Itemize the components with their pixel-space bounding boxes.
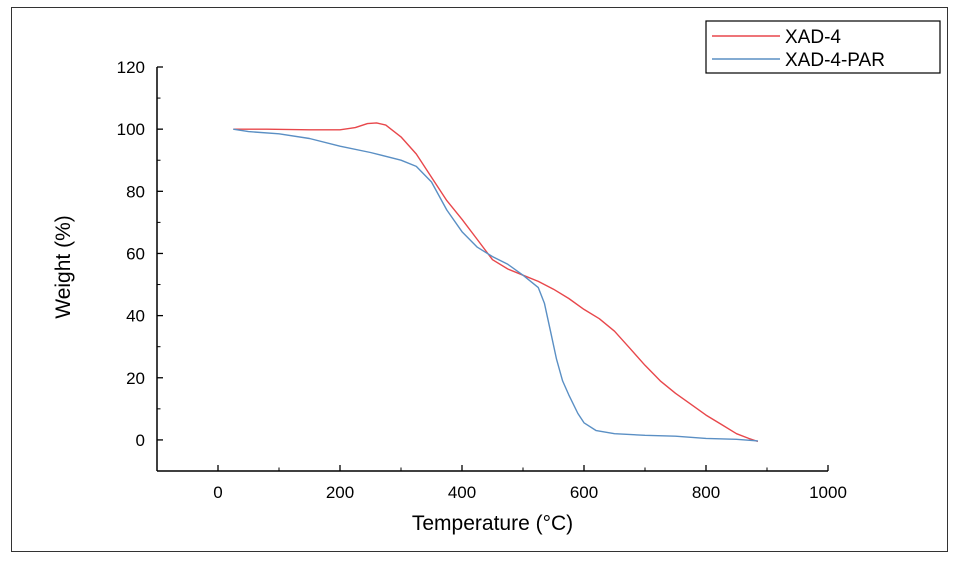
y-tick-label: 80 [126,182,145,201]
axes [156,67,828,472]
x-tick-label: 200 [326,483,354,502]
legend-box [705,20,941,74]
series-line-xad-4-par [233,128,758,442]
y-tick-label: 100 [117,120,145,139]
legend-label: XAD-4-PAR [785,50,885,71]
y-tick-label: 20 [126,369,145,388]
x-tick-label: 1000 [809,483,847,502]
x-tick-label: 800 [692,483,720,502]
legend-label: XAD-4 [785,27,841,48]
x-tick-label: 0 [213,483,222,502]
x-tick-label: 400 [448,483,476,502]
chart-frame [11,7,948,552]
series-line-xad-4 [233,122,759,443]
y-tick-label: 0 [136,431,145,450]
ticks: 0 20 40 60 80 100 120 0 200 400 600 800 1000 [117,58,847,502]
x-tick-label: 600 [570,483,598,502]
y-tick-label: 40 [126,307,145,326]
y-axis-title: Weight (%) [52,215,75,318]
y-tick-label: 120 [117,58,145,77]
y-tick-label: 60 [126,244,145,263]
series-lines [233,122,759,443]
x-axis-title: Temperature (°C) [412,512,573,535]
